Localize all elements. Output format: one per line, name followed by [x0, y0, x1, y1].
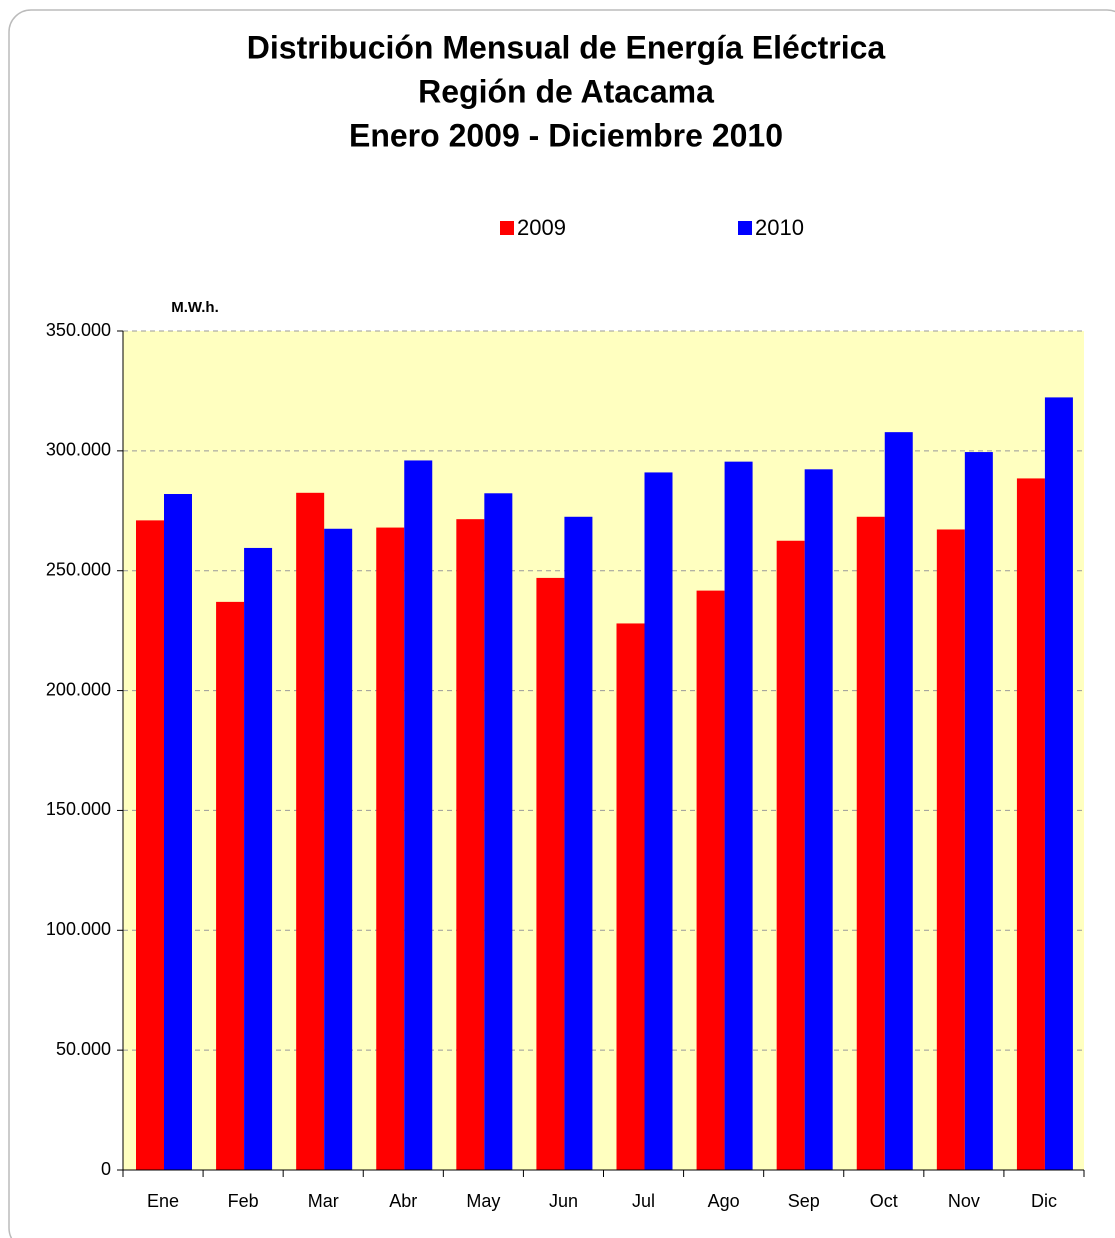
bar: [536, 577, 565, 1170]
bar: [884, 432, 913, 1170]
legend-swatch: [738, 221, 752, 235]
y-tick-label: 0: [101, 1159, 111, 1179]
legend-label: 2009: [517, 215, 566, 240]
bar: [1016, 478, 1045, 1170]
bar: [484, 493, 513, 1170]
bar: [216, 601, 245, 1170]
bar: [456, 519, 485, 1170]
x-tick-label: Mar: [308, 1191, 339, 1211]
legend-swatch: [500, 221, 514, 235]
x-tick-label: Oct: [870, 1191, 898, 1211]
y-tick-label: 150.000: [46, 799, 111, 819]
y-tick-label: 50.000: [56, 1039, 111, 1059]
y-tick-label: 200.000: [46, 679, 111, 699]
bar: [856, 516, 885, 1170]
chart-title: Región de Atacama: [418, 73, 714, 109]
x-tick-label: May: [466, 1191, 500, 1211]
x-tick-label: Abr: [389, 1191, 417, 1211]
x-tick-label: Feb: [228, 1191, 259, 1211]
bar: [564, 516, 593, 1170]
plot-area: [123, 331, 1084, 1170]
chart-title: Distribución Mensual de Energía Eléctric…: [247, 29, 886, 65]
x-tick-label: Nov: [948, 1191, 980, 1211]
bar: [724, 461, 753, 1170]
bar: [376, 527, 405, 1170]
bar: [404, 460, 433, 1171]
x-tick-label: Ene: [147, 1191, 179, 1211]
bar: [776, 540, 805, 1170]
bar: [324, 528, 353, 1170]
bar: [164, 494, 192, 1170]
bar: [644, 472, 673, 1171]
y-axis-label: M.W.h.: [171, 299, 219, 316]
x-tick-label: Ago: [708, 1191, 740, 1211]
bar: [296, 492, 325, 1170]
y-tick-label: 300.000: [46, 440, 111, 460]
y-tick-label: 250.000: [46, 559, 111, 579]
chart-title: Enero 2009 - Diciembre 2010: [349, 117, 783, 153]
y-tick-label: 100.000: [46, 919, 111, 939]
bar: [696, 590, 725, 1170]
x-tick-label: Jun: [549, 1191, 578, 1211]
bar: [1044, 397, 1073, 1170]
bar: [136, 520, 164, 1170]
bar: [616, 623, 645, 1170]
legend-label: 2010: [755, 215, 804, 240]
bar: [964, 452, 993, 1170]
x-tick-label: Jul: [632, 1191, 655, 1211]
bar: [244, 547, 273, 1170]
bar: [804, 469, 833, 1170]
y-tick-label: 350.000: [46, 320, 111, 340]
bar: [936, 529, 965, 1170]
x-tick-label: Dic: [1031, 1191, 1057, 1211]
x-tick-label: Sep: [788, 1191, 820, 1211]
